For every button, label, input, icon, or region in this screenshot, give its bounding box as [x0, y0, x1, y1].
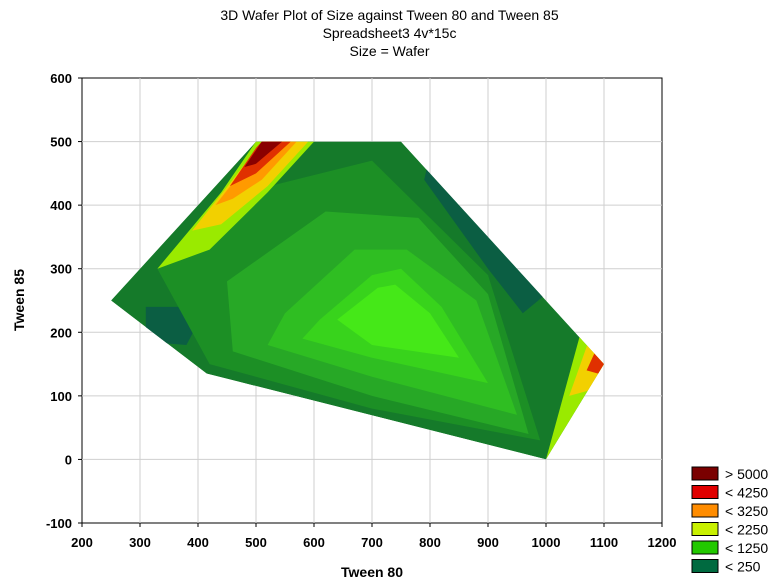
legend-swatch: [691, 522, 719, 536]
legend-label: < 2250: [725, 522, 768, 538]
y-axis-ticks: -100 0 100 200 300 400 500 600: [46, 71, 82, 531]
y-tick-label: 0: [65, 452, 72, 467]
y-tick-label: -100: [46, 516, 72, 531]
x-tick-label: 500: [245, 535, 267, 550]
contour-band: [229, 141, 291, 187]
contour-band: [337, 284, 459, 358]
chart-titles: 3D Wafer Plot of Size against Tween 80 a…: [0, 6, 779, 60]
legend: > 5000 < 4250 < 3250 < 2250 < 1250 < 250: [691, 466, 768, 575]
x-tick-label: 300: [129, 535, 151, 550]
legend-swatch: [691, 485, 719, 499]
legend-swatch: [691, 540, 719, 555]
x-tick-label: 800: [419, 535, 441, 550]
legend-label: < 250: [725, 559, 761, 575]
legend-label: < 4250: [725, 485, 768, 501]
legend-label: > 5000: [725, 466, 768, 482]
x-axis-title: Tween 80: [341, 564, 403, 580]
legend-swatch: [691, 466, 719, 481]
chart-subtitle: Spreadsheet3 4v*15c: [322, 25, 457, 41]
chart-subtitle-2: Size = Wafer: [349, 43, 430, 59]
legend-swatch: [691, 559, 719, 573]
x-axis-ticks: 200 300 400 500 600 700 800 900 1000 1100 1200: [71, 523, 676, 550]
contour-band: [244, 141, 283, 167]
y-tick-label: 200: [50, 325, 72, 340]
chart-title: 3D Wafer Plot of Size against Tween 80 a…: [220, 7, 559, 23]
x-tick-label: 900: [477, 535, 499, 550]
x-tick-label: 1100: [590, 535, 618, 550]
x-tick-label: 200: [71, 535, 93, 550]
legend-swatch: [691, 503, 719, 518]
x-tick-label: 1000: [532, 535, 561, 550]
x-tick-label: 1200: [648, 535, 677, 550]
y-tick-label: 100: [50, 389, 72, 404]
contour-bands: [111, 141, 604, 460]
y-tick-label: 300: [50, 262, 72, 277]
x-tick-label: 700: [361, 535, 383, 550]
y-axis-title: Tween 85: [11, 269, 27, 331]
x-tick-label: 400: [187, 535, 209, 550]
legend-label: < 3250: [725, 503, 768, 519]
contour-band: [586, 351, 604, 374]
y-tick-label: 400: [50, 198, 72, 213]
legend-label: < 1250: [725, 540, 768, 556]
x-tick-label: 600: [303, 535, 325, 550]
y-tick-label: 600: [50, 71, 72, 86]
y-tick-label: 500: [50, 135, 72, 150]
